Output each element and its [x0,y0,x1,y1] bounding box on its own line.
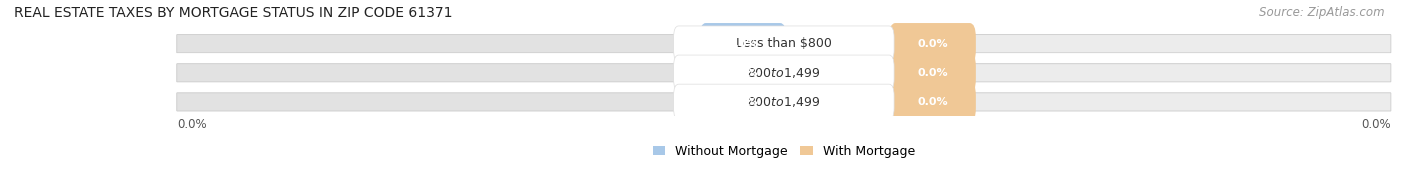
FancyBboxPatch shape [700,23,786,64]
FancyBboxPatch shape [177,35,785,53]
Bar [785,35,1391,53]
Text: Source: ZipAtlas.com: Source: ZipAtlas.com [1260,6,1385,19]
Text: 0.0%: 0.0% [728,68,758,78]
FancyBboxPatch shape [673,26,894,62]
Text: 0.0%: 0.0% [917,68,948,78]
Text: 0.0%: 0.0% [917,97,948,107]
FancyBboxPatch shape [177,64,785,82]
Bar [785,93,1391,111]
FancyBboxPatch shape [889,23,976,64]
FancyBboxPatch shape [785,64,1391,82]
Text: 0.0%: 0.0% [917,39,948,49]
FancyBboxPatch shape [700,81,786,122]
FancyBboxPatch shape [785,93,1391,111]
FancyBboxPatch shape [700,52,786,93]
Text: 0.0%: 0.0% [728,39,758,49]
Text: 0.0%: 0.0% [1361,118,1391,131]
FancyBboxPatch shape [673,55,894,91]
Bar [177,93,785,111]
Text: 0.0%: 0.0% [728,97,758,107]
Text: 0.0%: 0.0% [177,118,207,131]
Text: REAL ESTATE TAXES BY MORTGAGE STATUS IN ZIP CODE 61371: REAL ESTATE TAXES BY MORTGAGE STATUS IN … [14,6,453,20]
FancyBboxPatch shape [673,84,894,120]
Bar [177,35,785,53]
Bar [177,64,785,82]
Text: Less than $800: Less than $800 [735,37,832,50]
Text: $800 to $1,499: $800 to $1,499 [747,66,821,80]
FancyBboxPatch shape [889,81,976,122]
Legend: Without Mortgage, With Mortgage: Without Mortgage, With Mortgage [648,140,920,163]
FancyBboxPatch shape [889,52,976,93]
FancyBboxPatch shape [785,35,1391,53]
FancyBboxPatch shape [177,93,785,111]
Bar [785,64,1391,82]
Text: $800 to $1,499: $800 to $1,499 [747,95,821,109]
